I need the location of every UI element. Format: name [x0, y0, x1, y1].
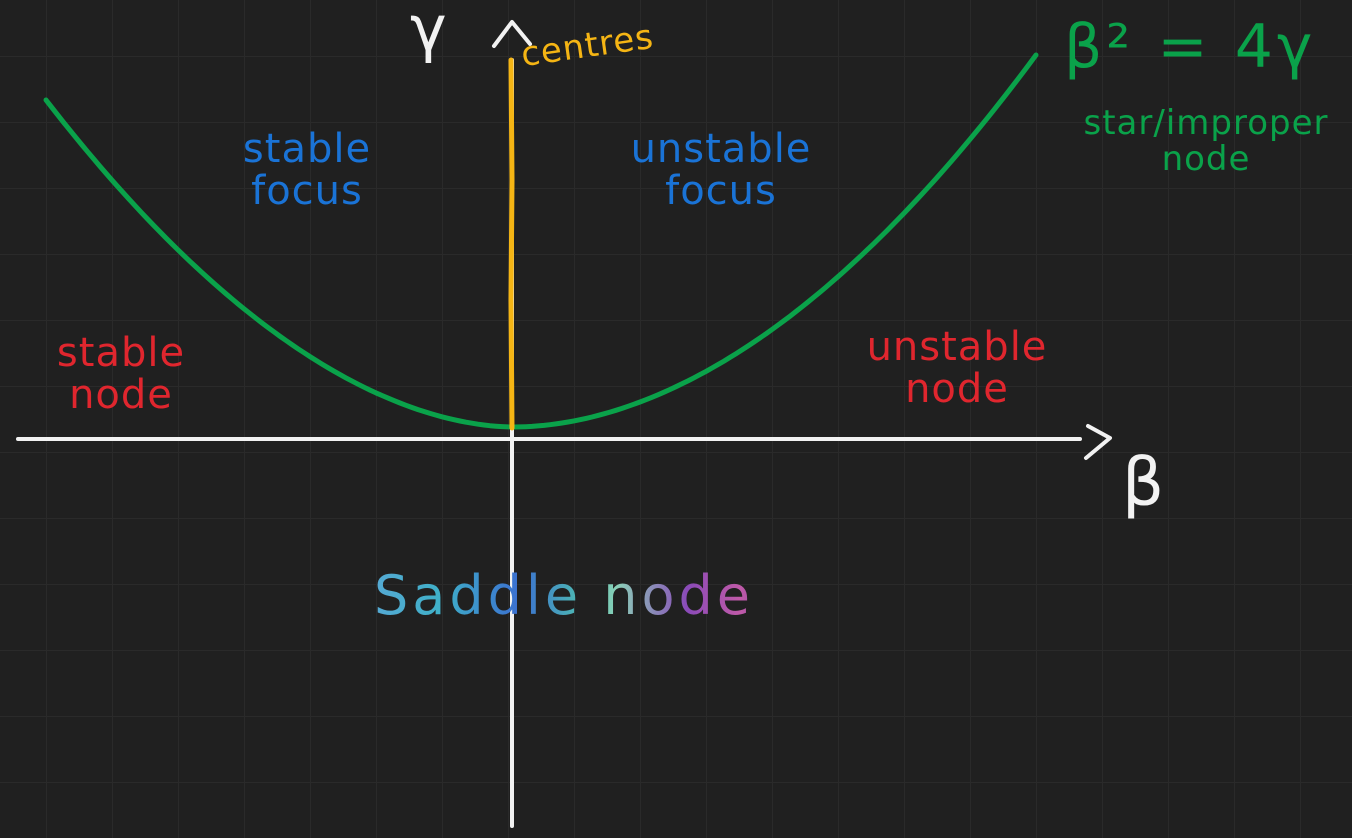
centres-line	[508, 57, 515, 431]
gamma-axis-label: γ	[410, 0, 448, 65]
beta-axis-label: β	[1122, 444, 1166, 521]
beta-axis-arrowhead	[1084, 424, 1112, 460]
stable-focus-label: stable focus	[242, 126, 372, 214]
unstable-node-label: unstable node	[866, 324, 1048, 412]
gamma-axis-arrowhead	[492, 20, 532, 48]
curve-type-label: star/improper node	[1083, 103, 1329, 179]
unstable-focus-label: unstable focus	[630, 126, 812, 214]
curve-equation: β² = 4γ	[1064, 12, 1317, 82]
stable-node-label: stable node	[56, 330, 186, 418]
saddle-node-label: Saddle node	[344, 567, 784, 625]
parabola-curve	[43, 52, 1039, 430]
